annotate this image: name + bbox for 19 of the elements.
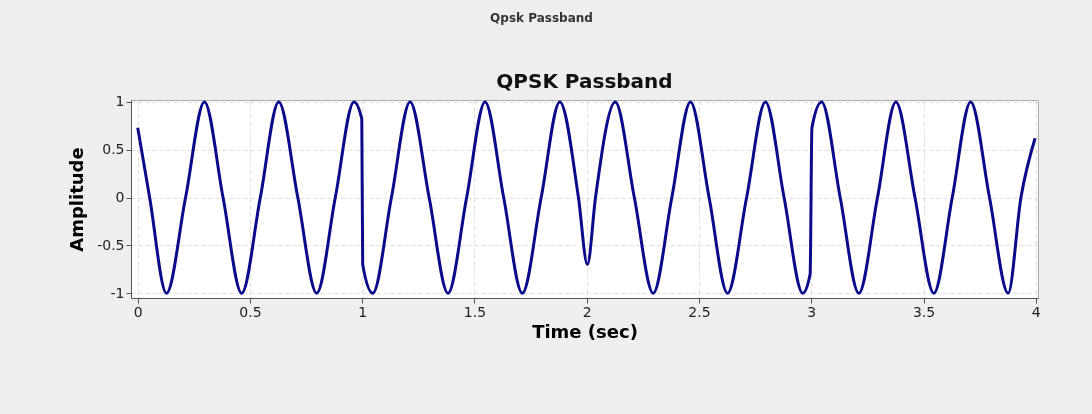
y-tick-label: -0.5 [97, 236, 125, 253]
y-tick-label: 0.5 [102, 141, 125, 158]
x-tick-label: 2 [582, 303, 592, 320]
y-axis-title: Amplitude [66, 147, 88, 252]
x-tick-label: 1.5 [463, 303, 487, 320]
chart-title: QPSK Passband [496, 69, 673, 93]
x-tick-label: 4 [1031, 303, 1041, 320]
x-tick-label: 0 [133, 303, 143, 320]
x-axis-title: Time (sec) [532, 320, 638, 342]
x-tick-label: 2.5 [688, 303, 711, 320]
line-series [136, 100, 1037, 295]
x-tick-label: 3 [807, 303, 817, 320]
y-tick-label: 0 [115, 189, 125, 206]
y-tick-label: -1 [110, 284, 125, 301]
text: Qpsk Passband [490, 11, 593, 25]
x-tick-label: 3.5 [912, 303, 936, 320]
y-tick-label: 1 [115, 93, 125, 110]
x-tick-label: 0.5 [239, 303, 262, 320]
x-tick-label: 1 [358, 303, 368, 320]
